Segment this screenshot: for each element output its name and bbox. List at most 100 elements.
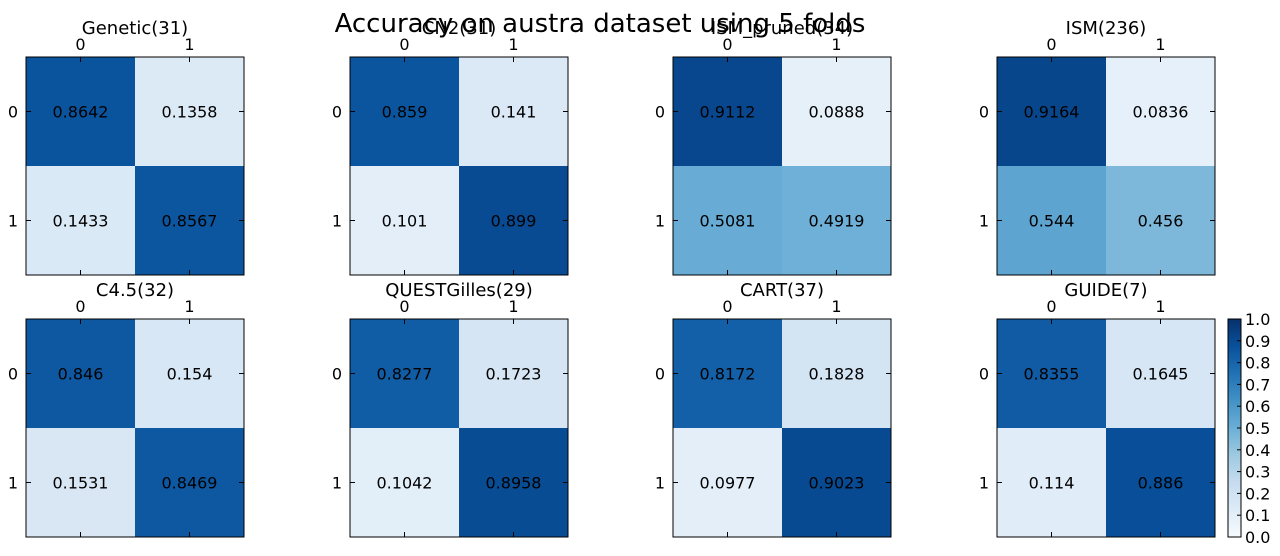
cell-value-label: 0.1433 (53, 212, 109, 231)
heatmap-cell (26, 319, 135, 428)
x-tick-label: 0 (399, 297, 409, 316)
heatmap-cell (135, 428, 244, 537)
heatmap-cell (26, 166, 135, 275)
heatmap-cell (782, 166, 891, 275)
cell-value-label: 0.1828 (809, 365, 865, 384)
heatmap-cell (997, 57, 1106, 166)
heatmap-cell (673, 166, 782, 275)
y-tick-label: 0 (979, 103, 989, 122)
axes-frame (996, 318, 1216, 538)
heatmap-cell (459, 57, 568, 166)
colorbar-tick-label: 0.5 (1245, 419, 1270, 438)
cell-value-label: 0.544 (1029, 212, 1075, 231)
x-tick-label: 0 (399, 35, 409, 54)
x-tick-label: 1 (831, 35, 841, 54)
cell-value-label: 0.8355 (1024, 365, 1080, 384)
cell-value-label: 0.8567 (162, 212, 218, 231)
cell-value-label: 0.1531 (53, 474, 109, 493)
y-tick-label: 0 (655, 365, 665, 384)
heatmap-cell (997, 319, 1106, 428)
heatmap-cell (997, 428, 1106, 537)
cell-value-label: 0.8958 (486, 474, 542, 493)
heatmap-cell (673, 57, 782, 166)
colorbar-tick-label: 0.6 (1245, 397, 1270, 416)
axes-frame (996, 56, 1216, 276)
y-tick-label: 0 (655, 103, 665, 122)
panel-title: C4.5(32) (96, 280, 174, 301)
heatmap-cell (1106, 428, 1215, 537)
colorbar-tick-label: 0.3 (1245, 463, 1270, 482)
colorbar-tick-label: 0.8 (1245, 354, 1270, 373)
y-tick-label: 1 (655, 212, 665, 231)
matrix-panel-4: 0.9164 0.0836 0.544 0.456 0 0 1 1 ISM(236) (979, 18, 1216, 276)
y-tick-label: 0 (332, 103, 342, 122)
axes-frame (349, 318, 569, 538)
heatmap-cell (135, 166, 244, 275)
heatmap-cell (673, 428, 782, 537)
heatmap-cell (26, 428, 135, 537)
cell-value-label: 0.859 (382, 103, 428, 122)
y-tick-label: 1 (332, 212, 342, 231)
heatmap-cell (350, 428, 459, 537)
panel-title: QUESTGilles(29) (385, 280, 533, 301)
cell-value-label: 0.8172 (700, 365, 756, 384)
heatmap-cell (1106, 57, 1215, 166)
cell-value-label: 0.9023 (809, 474, 865, 493)
y-tick-label: 1 (979, 474, 989, 493)
colorbar-tick-label: 0.0 (1245, 528, 1270, 547)
heatmap-cell (350, 166, 459, 275)
axes-frame (672, 318, 892, 538)
x-tick-label: 0 (722, 297, 732, 316)
x-tick-label: 0 (75, 297, 85, 316)
x-tick-label: 1 (184, 297, 194, 316)
cell-value-label: 0.8469 (162, 474, 218, 493)
y-tick-label: 1 (332, 474, 342, 493)
x-tick-label: 0 (722, 35, 732, 54)
matrix-panel-5: 0.846 0.154 0.1531 0.8469 0 0 1 1 C4.5(32) (8, 280, 245, 538)
heatmap-cell (350, 57, 459, 166)
axes-frame (672, 56, 892, 276)
cell-value-label: 0.846 (58, 365, 104, 384)
matrix-panel-8: 0.8355 0.1645 0.114 0.886 0 0 1 1 GUIDE(7) (979, 280, 1216, 538)
heatmap-cell (782, 428, 891, 537)
panel-title: Genetic(31) (82, 18, 188, 39)
heatmap-cell (459, 166, 568, 275)
cell-value-label: 0.5081 (700, 212, 756, 231)
colorbar-tick-label: 0.2 (1245, 484, 1270, 503)
cell-value-label: 0.0977 (700, 474, 756, 493)
cell-value-label: 0.0836 (1133, 103, 1189, 122)
cell-value-label: 0.101 (382, 212, 428, 231)
colorbar-tick-label: 0.1 (1245, 506, 1270, 525)
x-tick-label: 1 (508, 35, 518, 54)
y-tick-label: 1 (8, 474, 18, 493)
y-tick-label: 1 (979, 212, 989, 231)
y-tick-label: 0 (8, 365, 18, 384)
chart-title: Accuracy on austra dataset using 5 folds (335, 9, 866, 39)
y-tick-label: 1 (655, 474, 665, 493)
cell-value-label: 0.114 (1029, 474, 1075, 493)
colorbar-tick-label: 0.9 (1245, 332, 1270, 351)
heatmap-cell (459, 428, 568, 537)
y-tick-label: 0 (979, 365, 989, 384)
heatmap-cell (26, 57, 135, 166)
cell-value-label: 0.8277 (377, 365, 433, 384)
x-tick-label: 1 (508, 297, 518, 316)
cell-value-label: 0.9164 (1024, 103, 1080, 122)
colorbar-tick-label: 0.4 (1245, 441, 1270, 460)
panel-title: ISM(236) (1066, 18, 1147, 39)
axes-frame (25, 56, 245, 276)
cell-value-label: 0.9112 (700, 103, 756, 122)
panel-title: CART(37) (740, 280, 824, 301)
axes-frame (349, 56, 569, 276)
y-tick-label: 1 (8, 212, 18, 231)
x-tick-label: 0 (1046, 297, 1056, 316)
cell-value-label: 0.1042 (377, 474, 433, 493)
panel-title: ISM_pruned(34) (711, 18, 853, 39)
heatmap-cell (997, 166, 1106, 275)
cell-value-label: 0.154 (167, 365, 213, 384)
